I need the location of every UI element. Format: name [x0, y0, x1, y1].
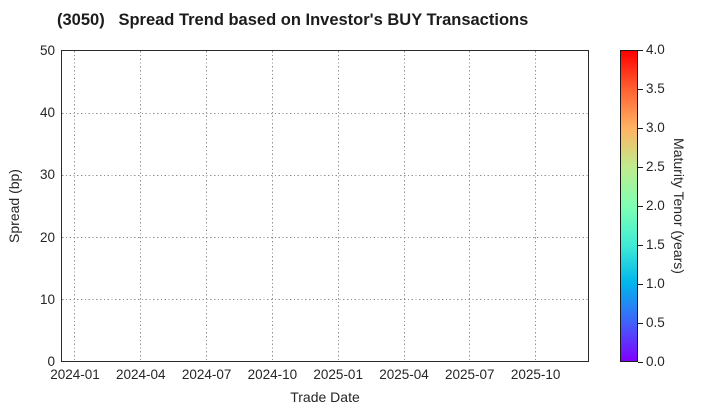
plot-area [61, 50, 589, 362]
x-tick-label: 2025-04 [379, 367, 429, 382]
x-tick-label: 2024-04 [116, 367, 166, 382]
horizontal-gridline [62, 298, 588, 300]
y-tick-label: 50 [39, 43, 55, 58]
y-tick-label: 10 [39, 291, 55, 307]
colorbar-tick [638, 205, 643, 207]
horizontal-gridline [62, 174, 588, 176]
colorbar-tick [638, 244, 643, 246]
colorbar-tick [638, 49, 643, 51]
vertical-gridline [140, 51, 142, 361]
x-tick-label: 2025-07 [445, 367, 495, 382]
colorbar-tick [638, 283, 643, 285]
y-tick-label: 20 [39, 229, 55, 245]
horizontal-gridline [62, 112, 588, 114]
vertical-gridline [271, 51, 273, 361]
vertical-gridline [469, 51, 471, 361]
colorbar-tick-label: 2.5 [646, 159, 665, 174]
colorbar-tick [638, 166, 643, 168]
y-tick-label: 0 [47, 354, 55, 369]
vertical-gridline [74, 51, 76, 361]
vertical-gridline [403, 51, 405, 361]
x-tick-label: 2025-10 [510, 367, 561, 382]
colorbar-tick-label: 3.5 [646, 81, 665, 96]
x-axis-label: Trade Date [290, 389, 360, 405]
colorbar-tick [638, 361, 643, 363]
y-tick-label: 40 [39, 105, 55, 121]
x-tick-label: 2024-01 [50, 367, 100, 382]
x-tick-label: 2024-07 [181, 367, 232, 382]
colorbar-tick-label: 2.0 [646, 198, 665, 213]
colorbar-tick-label: 4.0 [646, 42, 665, 57]
colorbar-tick-label: 0.0 [646, 354, 665, 369]
colorbar-gradient [621, 51, 637, 361]
colorbar-tick-label: 0.5 [646, 315, 665, 330]
horizontal-gridline [62, 236, 588, 238]
vertical-gridline [206, 51, 208, 361]
chart-title: (3050) Spread Trend based on Investor's … [57, 11, 529, 29]
colorbar-tick-label: 1.5 [646, 237, 665, 252]
vertical-gridline [337, 51, 339, 361]
vertical-gridline [535, 51, 537, 361]
colorbar-tick [638, 127, 643, 129]
x-tick-label: 2024-10 [247, 367, 298, 382]
x-tick-label: 2025-01 [313, 367, 363, 382]
colorbar-tick [638, 322, 643, 324]
colorbar-tick-label: 1.0 [646, 276, 665, 291]
colorbar-tick [638, 88, 643, 90]
y-tick-label: 30 [39, 167, 55, 183]
colorbar [620, 50, 638, 362]
colorbar-tick-label: 3.0 [646, 120, 665, 135]
